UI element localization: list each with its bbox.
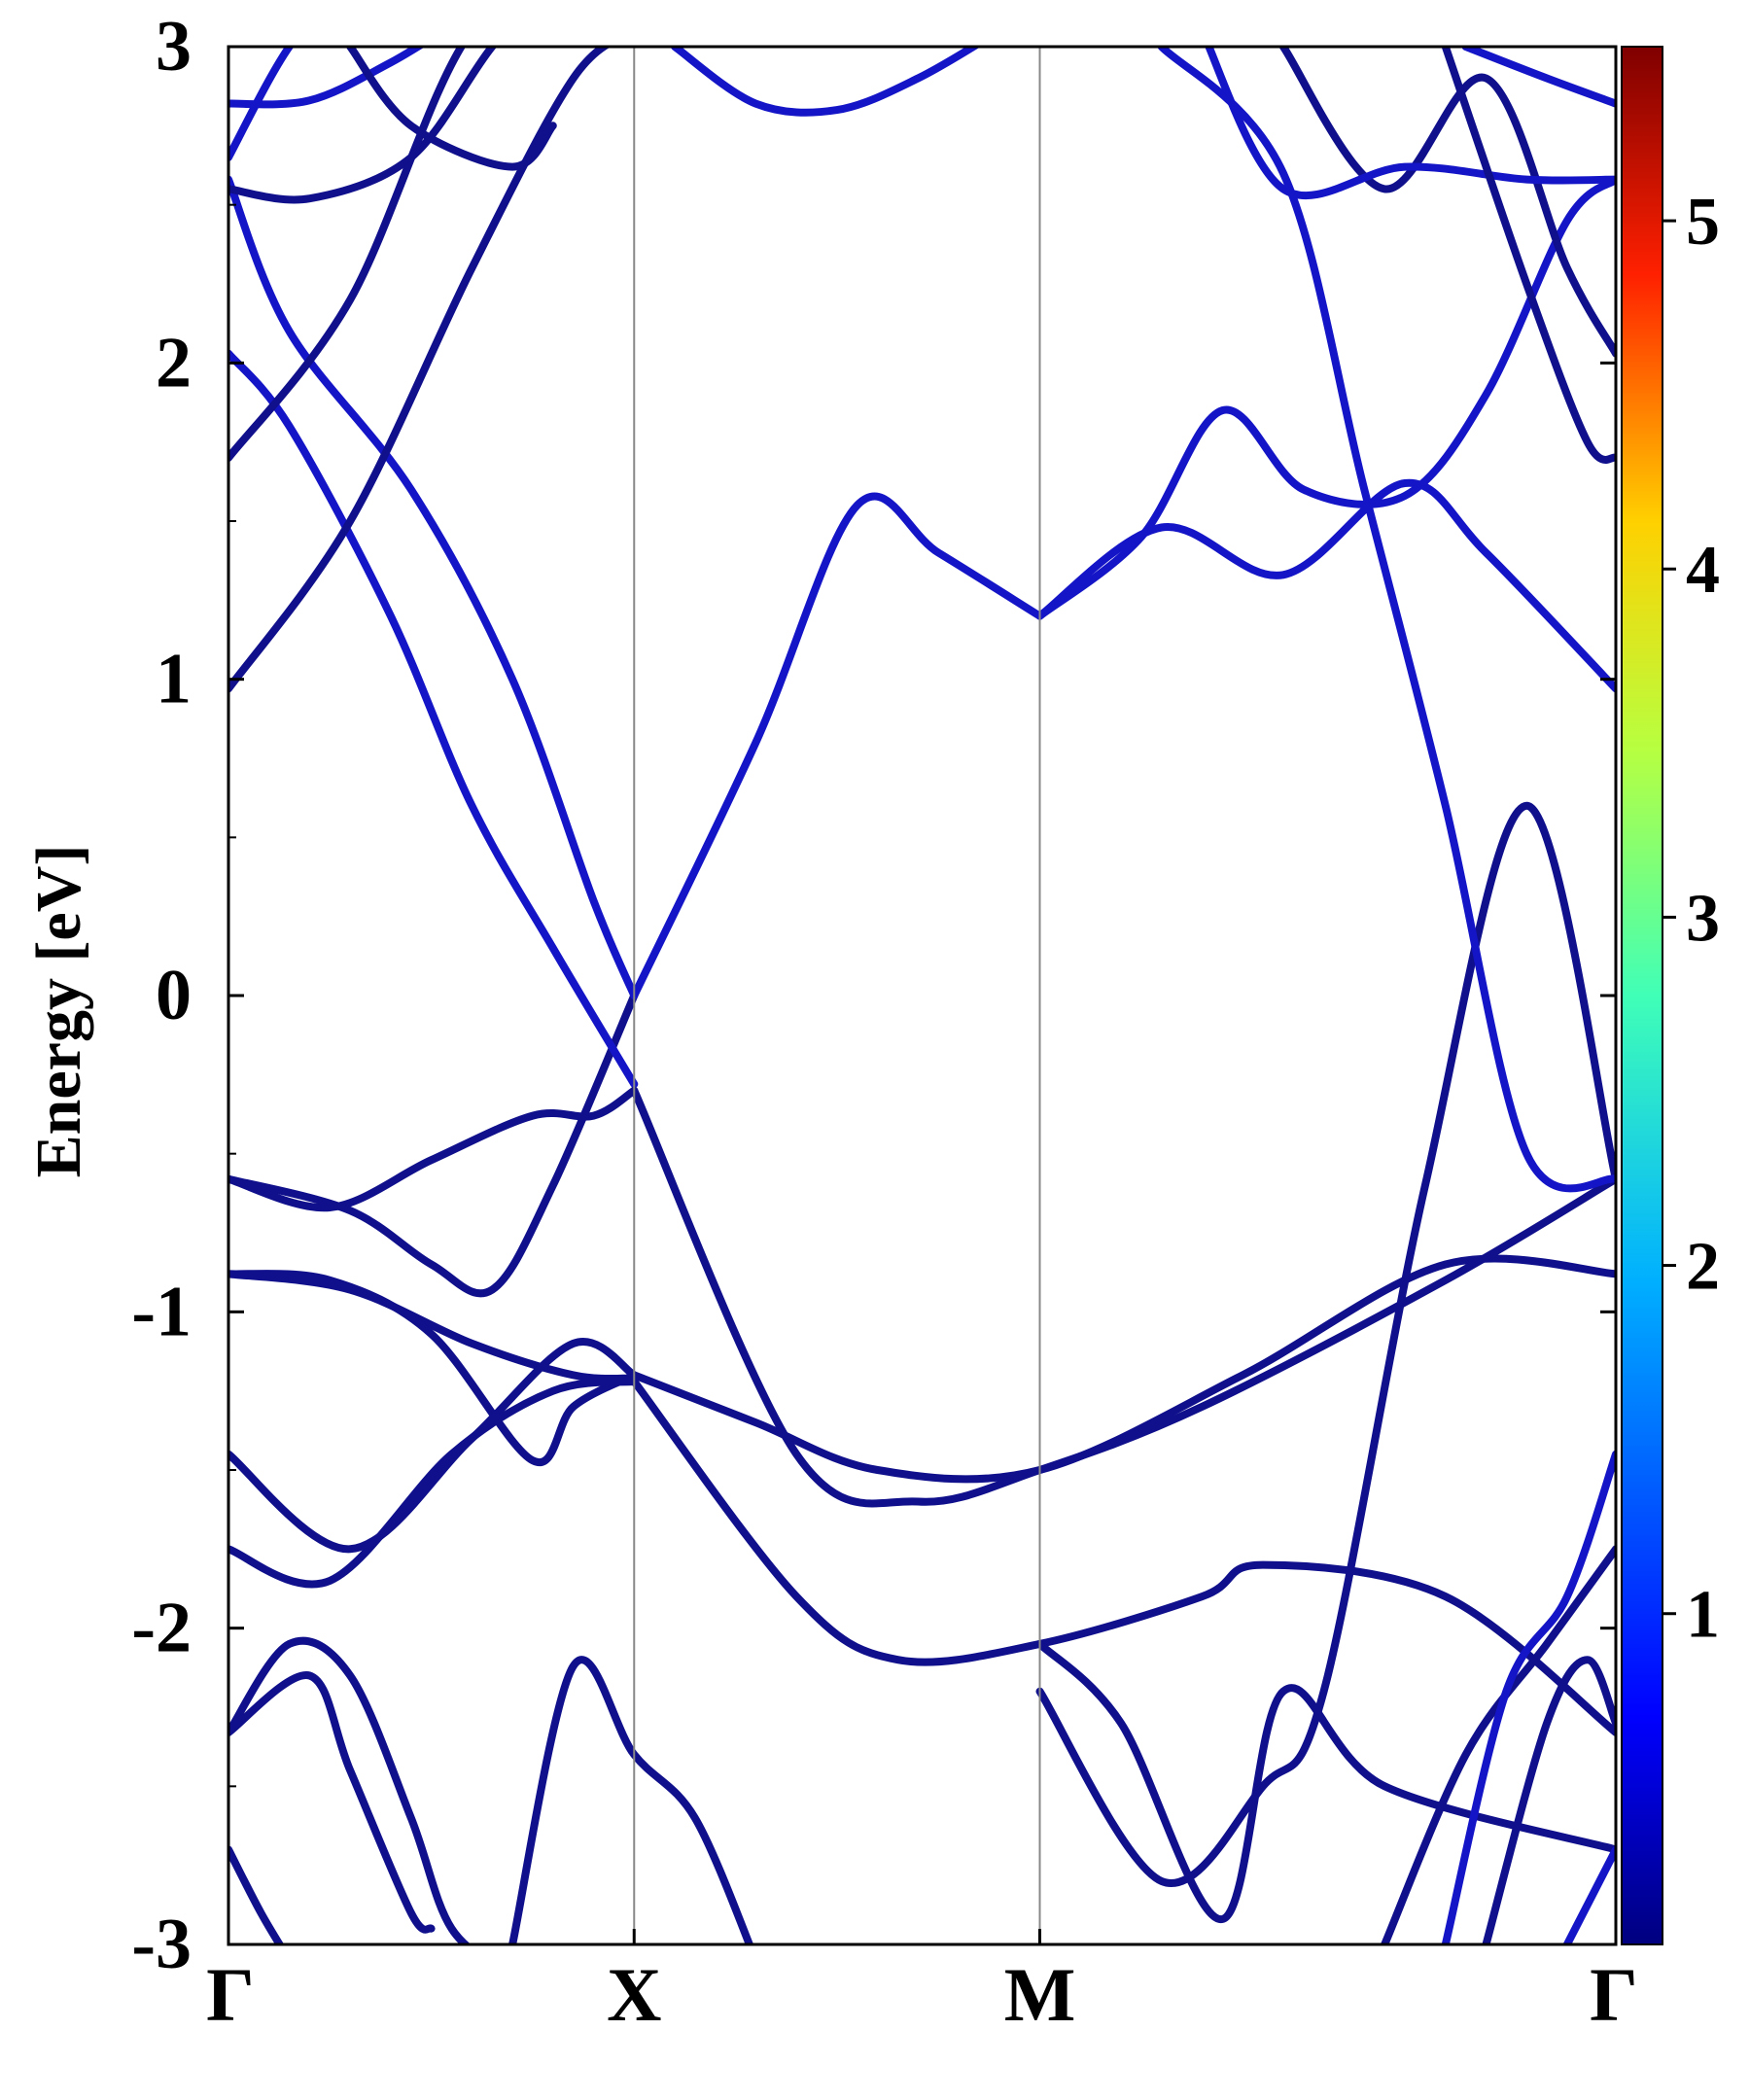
y-tick-label: 1 xyxy=(156,640,192,719)
band-line-15 xyxy=(228,47,498,204)
y-tick-label: -3 xyxy=(131,1905,192,1984)
colorbar-tick-label: 1 xyxy=(1686,1578,1720,1653)
band-line-10 xyxy=(508,1656,754,1944)
band-line-17 xyxy=(228,47,426,109)
x-tick-label: M xyxy=(1004,1952,1076,2037)
band-line-31 xyxy=(1441,47,1616,464)
band-line-32 xyxy=(1461,47,1616,108)
band-line-33 xyxy=(1381,1545,1616,1944)
colorbar-tick-label: 5 xyxy=(1686,185,1720,260)
band-line-28 xyxy=(1157,47,1616,1193)
band-line-25 xyxy=(630,1377,1616,1736)
band-line-3 xyxy=(228,1270,639,1383)
colorbar-tick-label: 3 xyxy=(1686,881,1720,956)
band-line-29 xyxy=(1278,47,1616,358)
band-line-1 xyxy=(228,1086,639,1212)
x-tick-label: Γ xyxy=(1590,1952,1638,2037)
band-line-34 xyxy=(1441,1450,1616,1944)
y-tick-label: -2 xyxy=(131,1589,192,1668)
band-line-8 xyxy=(228,1636,472,1944)
band-line-24 xyxy=(630,1086,1616,1508)
band-line-7 xyxy=(228,1671,436,1934)
band-line-11 xyxy=(228,349,639,1089)
colorbar xyxy=(1621,46,1663,1945)
band-line-16 xyxy=(228,47,295,161)
band-line-13 xyxy=(228,47,612,693)
x-tick-label: X xyxy=(607,1952,661,2037)
band-line-21 xyxy=(1035,175,1616,620)
band-line-22 xyxy=(1035,478,1616,693)
band-line-18 xyxy=(346,47,557,171)
colorbar-tick-label: 4 xyxy=(1686,533,1720,608)
colorbar-ticks: 1 2 3 4 5 xyxy=(1662,185,1720,1653)
band-line-35 xyxy=(1482,1656,1616,1944)
colorbar-tick-label: 2 xyxy=(1686,1230,1720,1305)
band-line-2 xyxy=(228,992,639,1298)
y-tick-label: 0 xyxy=(156,956,192,1035)
band-line-23 xyxy=(630,1254,1616,1484)
y-axis-label: Energy [eV] xyxy=(23,845,94,1178)
band-line-12 xyxy=(228,175,639,999)
band-line-26 xyxy=(1035,1639,1616,1923)
band-line-19 xyxy=(671,47,981,117)
band-line-36 xyxy=(1562,1845,1616,1944)
band-lines xyxy=(228,47,1616,1944)
band-line-14 xyxy=(228,47,467,462)
y-tick-label: 3 xyxy=(156,7,192,87)
y-tick-label: 2 xyxy=(156,323,192,402)
band-line-4 xyxy=(228,1270,639,1466)
band-line-6 xyxy=(228,1377,639,1589)
y-tick-label: -1 xyxy=(131,1272,192,1351)
band-line-9 xyxy=(228,1845,285,1944)
k-point-gridlines xyxy=(633,47,1041,1944)
band-line-27 xyxy=(1035,801,1616,1887)
y-axis-ticks: 3 2 1 0 -1 -2 -3 xyxy=(131,7,1616,1984)
band-line-20 xyxy=(630,492,1044,999)
x-tick-label: Γ xyxy=(206,1952,255,2037)
band-line-30 xyxy=(1205,47,1616,200)
